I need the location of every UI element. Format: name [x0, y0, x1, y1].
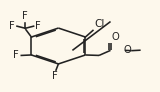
Text: F: F — [9, 21, 15, 31]
Text: F: F — [35, 21, 41, 31]
Text: Cl: Cl — [95, 19, 105, 29]
Text: F: F — [22, 12, 28, 22]
Text: O: O — [111, 32, 119, 43]
Text: F: F — [52, 71, 58, 82]
Text: F: F — [13, 50, 19, 60]
Text: O: O — [123, 45, 131, 55]
